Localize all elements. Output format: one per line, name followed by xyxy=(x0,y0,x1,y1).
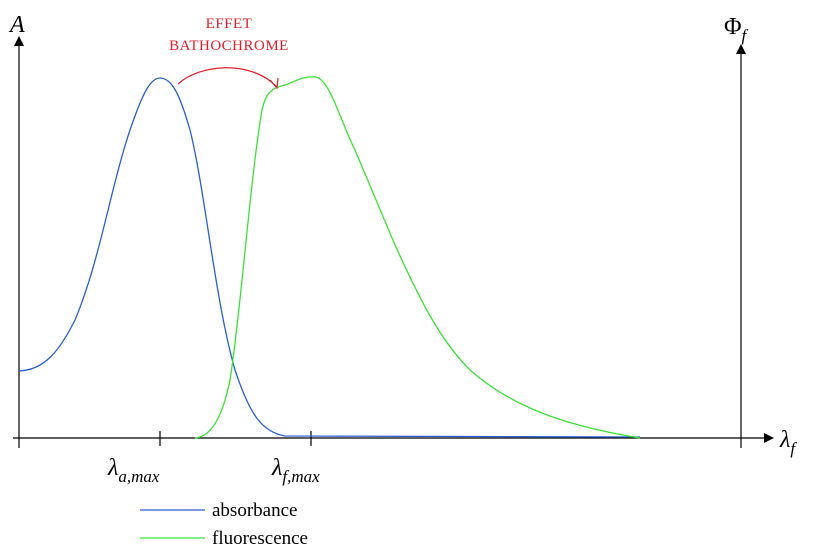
legend-label: absorbance xyxy=(212,500,297,521)
subscript: f,max xyxy=(282,467,320,486)
subscript: f xyxy=(742,26,749,45)
x-axis-label: λf xyxy=(779,427,797,458)
left-axis-label: A xyxy=(8,12,25,38)
symbol: λ xyxy=(271,455,282,481)
legend-label: fluorescence xyxy=(212,528,308,547)
fluorescence-curve xyxy=(194,76,641,439)
subscript: a,max xyxy=(118,467,160,486)
annotation: EFFET xyxy=(206,16,253,32)
subscript: f xyxy=(790,439,797,458)
symbol: λ xyxy=(107,455,118,481)
annotation: BATHOCHROME xyxy=(169,38,289,54)
tick-label: λa,max xyxy=(107,455,160,486)
right-axis-label: Φf xyxy=(724,14,749,45)
symbol: λ xyxy=(779,427,790,453)
absorbance-curve xyxy=(18,77,641,438)
tick-label: λf,max xyxy=(271,455,320,486)
bathochrome-arrow xyxy=(177,67,277,87)
symbol: Φ xyxy=(724,14,742,40)
arrow-head xyxy=(269,77,279,90)
